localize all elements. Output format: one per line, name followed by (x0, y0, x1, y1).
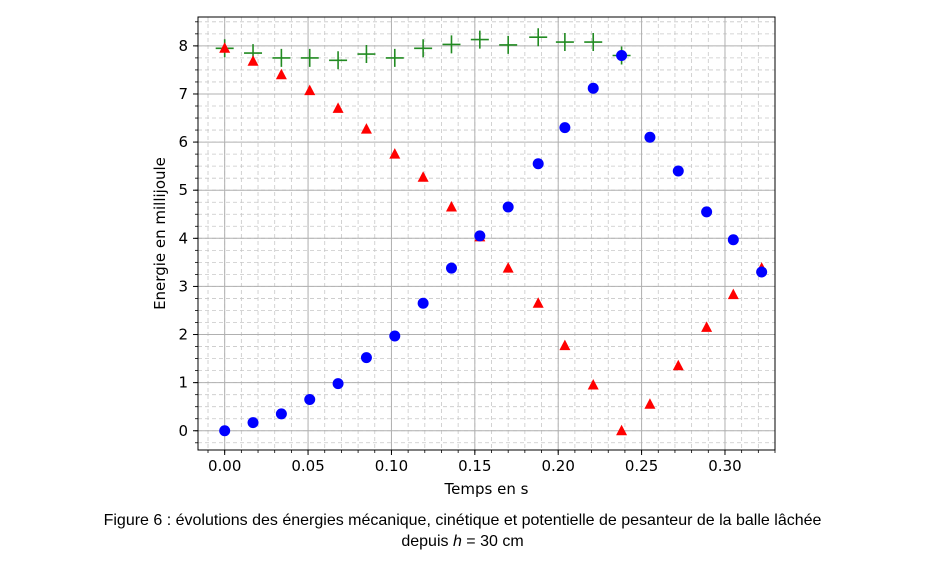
triangle-marker (587, 379, 599, 390)
major-grid (198, 17, 775, 450)
y-tick-label: 3 (178, 277, 188, 295)
circle-series (219, 49, 768, 437)
triangle-marker (559, 339, 571, 351)
triangle-marker (701, 321, 713, 332)
circle-marker (219, 425, 231, 437)
y-tick-label: 6 (178, 133, 188, 151)
plus-marker (499, 35, 518, 54)
plot-frame (197, 16, 776, 451)
x-tick-label: 0.15 (458, 457, 491, 475)
circle-marker (474, 230, 486, 242)
circle-marker (701, 206, 713, 218)
x-tick-label: 0.30 (708, 457, 741, 475)
plus-marker (529, 28, 548, 47)
minor-grid (198, 17, 776, 450)
plus-marker (329, 51, 348, 70)
plus-marker (442, 35, 461, 54)
y-tick-label: 8 (178, 37, 188, 55)
y-tick-label: 0 (178, 422, 188, 440)
x-tick-label: 0.20 (542, 457, 575, 475)
triangle-marker (332, 102, 344, 113)
triangle-marker (644, 398, 656, 409)
triangle-marker (360, 123, 372, 134)
plus-series (215, 28, 631, 70)
triangle-marker (445, 201, 457, 212)
circle-marker (502, 201, 514, 213)
triangle-marker (417, 171, 429, 182)
y-tick-label: 5 (178, 181, 188, 199)
y-tick-label: 4 (178, 229, 188, 247)
axis-ticks: 0.00 0.05 0.10 0.15 0.20 0.25 0.30 0 1 2 3 4 5 6 7 8 (178, 21, 776, 475)
circle-marker (417, 297, 429, 309)
caption-line-1: Figure 6 : évolutions des énergies mécan… (103, 512, 822, 529)
plus-marker (414, 39, 433, 58)
caption-variable: h (452, 533, 462, 550)
triangle-marker (275, 68, 287, 80)
circle-marker (332, 378, 344, 390)
triangle-marker (502, 262, 514, 273)
y-axis-label: Energie en millijoule (151, 157, 169, 310)
circle-marker (587, 82, 599, 94)
x-tick-label: 0.00 (208, 457, 241, 475)
x-tick-label: 0.10 (375, 457, 408, 475)
caption-prefix: depuis (401, 533, 453, 550)
plus-marker (300, 48, 319, 67)
plus-marker (385, 48, 404, 67)
plus-marker (584, 33, 603, 52)
chart: 0.00 0.05 0.10 0.15 0.20 0.25 0.30 0 1 2 3 4 5 6 7 8 Te… (151, 16, 776, 498)
circle-marker (616, 49, 628, 61)
triangle-marker (219, 42, 231, 53)
circle-marker (389, 330, 401, 342)
circle-marker (644, 131, 656, 143)
circle-marker (304, 393, 316, 405)
plus-marker (272, 48, 291, 67)
y-tick-label: 1 (178, 374, 188, 392)
x-tick-label: 0.05 (291, 457, 324, 475)
triangle-marker (616, 424, 628, 436)
triangle-marker (389, 148, 401, 159)
circle-marker (360, 352, 372, 364)
circle-marker (275, 408, 287, 420)
data-series (215, 28, 768, 437)
circle-marker (756, 266, 768, 278)
y-tick-label: 7 (178, 85, 188, 103)
circle-marker (532, 158, 544, 170)
triangle-marker (247, 55, 259, 66)
caption-suffix: = 30 cm (461, 533, 524, 550)
figure-caption: Figure 6 : évolutions des énergies mécan… (0, 510, 925, 552)
triangle-marker (532, 297, 544, 308)
x-axis-label: Temps en s (444, 480, 529, 498)
plus-marker (470, 30, 489, 49)
circle-marker (445, 262, 457, 274)
triangle-marker (304, 84, 316, 96)
circle-marker (727, 234, 739, 246)
x-tick-label: 0.25 (625, 457, 658, 475)
plus-marker (555, 33, 574, 52)
circle-marker (247, 417, 259, 429)
plus-marker (357, 45, 376, 64)
triangle-marker (672, 359, 684, 371)
triangle-marker (727, 288, 739, 300)
caption-line-2: depuis h = 30 cm (0, 531, 925, 552)
y-tick-label: 2 (178, 326, 188, 344)
circle-marker (559, 122, 571, 134)
circle-marker (672, 165, 684, 177)
